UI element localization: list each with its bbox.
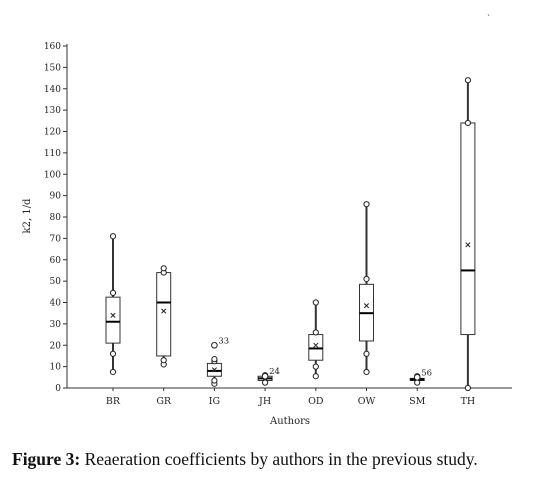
figure-caption-text: Reaeration coefficients by authors in th…	[80, 449, 478, 469]
data-point	[109, 350, 117, 357]
outlier-point	[211, 341, 218, 349]
corner-mark: ˏ	[487, 7, 490, 17]
x-axis-title: Authors	[269, 416, 310, 427]
mean-marker	[465, 242, 471, 248]
x-tick-label: OW	[358, 396, 376, 407]
box-th	[460, 77, 476, 392]
data-point	[363, 350, 370, 357]
iqr-box	[460, 122, 476, 336]
data-point	[109, 233, 117, 240]
y-tick-label: 140	[44, 85, 61, 95]
iqr-box	[308, 334, 324, 361]
data-point	[211, 377, 218, 384]
y-tick-label: 150	[44, 63, 61, 73]
mean-marker	[211, 367, 217, 373]
x-tick-label: TH	[461, 396, 476, 407]
y-axis-title: k2, 1/d	[22, 198, 33, 234]
y-tick-label: 100	[44, 170, 61, 180]
data-point	[109, 289, 117, 296]
box-ig: 33	[206, 336, 229, 387]
y-tick-label: 90	[50, 192, 62, 202]
outlier-label: 56	[421, 368, 432, 378]
data-point	[312, 363, 319, 370]
data-point	[262, 379, 269, 386]
y-tick-label: 60	[50, 256, 62, 266]
x-tick-label: SM	[409, 396, 426, 407]
data-point	[312, 373, 319, 380]
iqr-box	[156, 272, 172, 357]
box-plot-chart: 0 10 20 30 40 50 60 70 80 90 100 110 120 130 140 150 160…	[22, 7, 512, 427]
y-tick-label: 50	[50, 277, 62, 287]
y-tick-label: 0	[55, 384, 61, 394]
box-br	[105, 233, 121, 376]
data-point	[363, 275, 370, 283]
figure-caption: Figure 3: Reaeration coefficients by aut…	[12, 449, 542, 470]
outlier-label: 24	[269, 367, 280, 377]
outlier-label: 33	[218, 336, 229, 346]
y-tick-label: 160	[44, 42, 61, 52]
box-jh: 24	[257, 367, 280, 386]
x-axis: BR GR IG JH OD OW SM TH	[67, 387, 512, 407]
box-ow	[359, 201, 374, 376]
y-tick-label: 70	[50, 234, 62, 244]
box-sm: 56	[409, 368, 432, 386]
mean-marker	[161, 308, 167, 314]
data-point	[312, 329, 319, 336]
figure-label: Figure 3:	[12, 449, 81, 469]
data-point	[414, 379, 421, 386]
data-point	[363, 201, 370, 208]
y-tick-label: 130	[44, 106, 61, 116]
boxes-group: 33 24 56	[105, 77, 476, 392]
x-tick-label: JH	[258, 396, 271, 407]
y-tick-label: 30	[50, 320, 62, 330]
x-tick-label: GR	[156, 396, 172, 407]
y-tick-label: 10	[50, 363, 62, 373]
outlier-point	[261, 372, 269, 380]
y-tick-label: 110	[44, 149, 61, 159]
data-point	[464, 119, 471, 127]
iqr-box	[105, 296, 121, 344]
mean-marker	[313, 342, 319, 348]
x-tick-label: IG	[209, 396, 220, 407]
data-point	[363, 368, 370, 376]
data-point	[160, 265, 167, 272]
mean-marker	[110, 312, 116, 318]
data-point	[464, 384, 471, 392]
y-tick-label: 80	[50, 213, 62, 223]
data-point	[109, 368, 117, 376]
data-point	[211, 356, 218, 363]
x-tick-label: OD	[308, 396, 324, 407]
box-od	[308, 299, 324, 380]
y-axis: 0 10 20 30 40 50 60 70 80 90 100 110 120 130 140 150 160	[44, 42, 68, 394]
data-point	[160, 357, 167, 364]
data-point	[464, 77, 471, 84]
mean-marker	[363, 303, 370, 309]
box-gr	[156, 265, 172, 368]
y-tick-label: 120	[44, 128, 61, 138]
outlier-point	[413, 374, 421, 381]
y-tick-label: 20	[50, 341, 62, 351]
data-point	[312, 299, 319, 306]
x-tick-label: BR	[106, 396, 121, 407]
y-tick-label: 40	[50, 299, 62, 309]
